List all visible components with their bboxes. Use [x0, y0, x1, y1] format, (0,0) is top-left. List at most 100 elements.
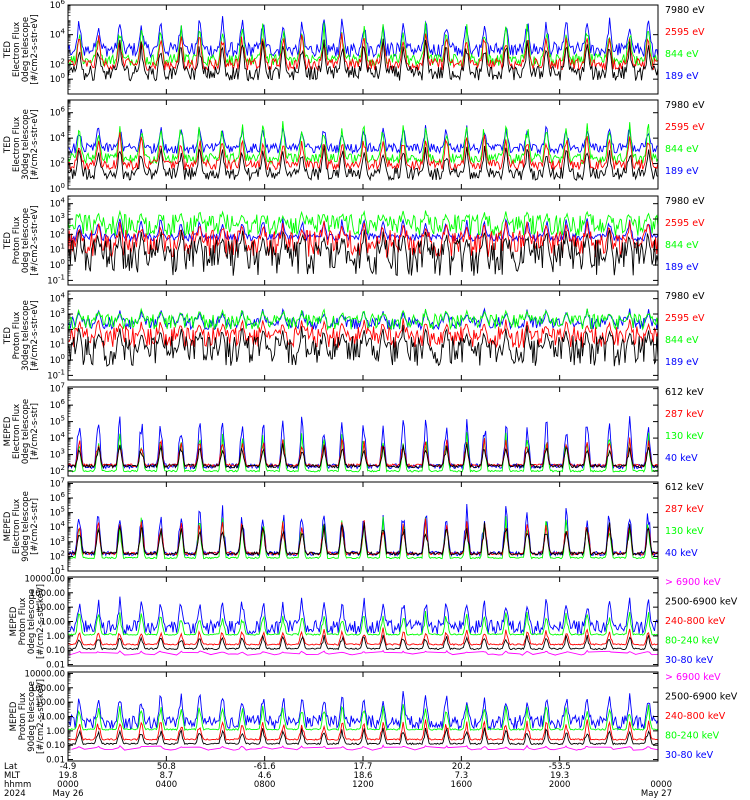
series-line-2500-6900-kev [67, 634, 659, 651]
legend-entry: 287 keV [665, 504, 704, 515]
legend-entry: 844 eV [665, 49, 699, 60]
y-axis-label: [#/cm2-s-str-keV] [36, 584, 46, 659]
y-axis-label: [#/cm2-s-str] [30, 498, 40, 555]
series-line-7980-ev [67, 145, 659, 182]
y-tick-label: 10.00 [41, 713, 65, 723]
series-line-189-ev [67, 16, 659, 59]
series-line-2595-ev [67, 220, 659, 259]
y-tick-label: 0.10 [46, 741, 65, 751]
x-row-label: Lat [4, 762, 18, 772]
y-tick-label: 0.01 [46, 756, 65, 766]
legend-entry: 7980 eV [665, 5, 705, 16]
y-tick-label: 101 [50, 243, 65, 256]
legend-entry: 189 eV [665, 262, 699, 273]
series-line-30-80-kev [67, 690, 659, 731]
panel-5: 102 103 104 105 106 107 MEPED Electron Flux 0deg… [3, 382, 704, 477]
legend-entry: 844 eV [665, 144, 699, 155]
legend-entry: 189 eV [665, 166, 699, 177]
y-tick-label: 10-1 [47, 368, 65, 381]
legend-entry: 2500-6900 keV [665, 692, 738, 703]
y-tick-label: 106 [50, 0, 66, 11]
legend-entry: 30-80 keV [665, 655, 714, 666]
legend-entry: > 6900 keV [665, 577, 721, 588]
y-tick-label: 102 [50, 157, 65, 170]
y-tick-label: 104 [50, 431, 66, 444]
series-line--6900-kev [71, 744, 659, 751]
y-tick-label: 10-1 [47, 273, 65, 286]
y-axis-label: Electron Flux [12, 404, 22, 459]
y-tick-label: 10000.00 [24, 669, 65, 679]
y-tick-label: 0.01 [46, 661, 65, 671]
y-tick-label: 102 [50, 464, 65, 477]
y-axis-label: [#/cm2-s-str-eV] [30, 14, 40, 84]
legend-entry: 130 keV [665, 431, 704, 442]
y-tick-label: 100 [50, 182, 65, 195]
x-row-label: hhmm [4, 780, 31, 790]
x-tick-label-lat: 17.7 [354, 762, 373, 772]
series-line-2595-ev [67, 132, 659, 172]
legend-entry: 80-240 keV [665, 731, 720, 742]
y-tick-label: 103 [50, 448, 65, 461]
legend-entry: 40 keV [665, 453, 698, 464]
legend-entry: 189 eV [665, 357, 699, 368]
x-row-label: 2024 [4, 789, 26, 799]
y-tick-label: 102 [50, 227, 65, 240]
series-line-844-ev [67, 121, 659, 166]
y-axis-label: Proton Flux [12, 312, 22, 360]
series-line-612-kev [67, 443, 659, 469]
y-tick-label: 104 [50, 28, 66, 41]
y-tick-label: 1000.00 [30, 589, 65, 599]
panel-8: 0.01 0.10 1.00 10.00 100.00 1000.00 10000.00 ME… [9, 669, 738, 765]
y-tick-label: 102 [50, 549, 65, 562]
y-tick-label: 0.10 [46, 646, 65, 656]
x-tick-label-lat: 20.2 [452, 762, 471, 772]
y-axis-label: [#/cm2-s-str-eV] [30, 300, 40, 370]
x-tick-label-hhmm: 1200 [352, 780, 374, 790]
series-line-80-240-kev [67, 610, 659, 636]
legend-entry: 7980 eV [665, 196, 705, 207]
series-line-7980-ev [67, 229, 659, 277]
series-line-189-ev [67, 218, 659, 243]
series-line-612-kev [67, 522, 659, 557]
y-axis-label: 30deg telescope [21, 109, 31, 180]
panel-2: 100 102 104 106 TED Electron Flux 30deg telesc… [3, 99, 705, 195]
x-tick-label-mlt: 19.8 [59, 771, 78, 781]
y-tick-label: 1.00 [46, 632, 65, 642]
x-tick-label-hhmm: 0000 [57, 780, 79, 790]
y-axis-label: 0deg telescope [21, 17, 31, 82]
y-axis-label: 0deg telescope [21, 399, 31, 464]
series-line-2595-ev [67, 33, 659, 72]
x-tick-label-mlt: 18.6 [354, 771, 373, 781]
y-tick-label: 103 [50, 535, 65, 548]
x-tick-label-hhmm: 0800 [254, 780, 276, 790]
panel-4: 10-1 100 101 102 103 104 TED Proton Flux 30deg t… [3, 290, 705, 381]
y-axis-label: TED [3, 135, 13, 154]
x-tick-label-mlt: 4.6 [258, 771, 272, 781]
x-tick-label-lat: -4.9 [60, 762, 77, 772]
legend-entry: 612 keV [665, 482, 704, 493]
y-tick-label: 103 [50, 307, 65, 320]
y-tick-label: 102 [50, 322, 65, 335]
y-axis-label: [#/cm2-s-str-keV] [36, 679, 46, 754]
legend-entry: 2500-6900 keV [665, 597, 738, 608]
legend-entry: 130 keV [665, 526, 704, 537]
y-tick-label: 100.00 [35, 603, 65, 613]
y-tick-label: 104 [50, 520, 66, 533]
y-tick-label: 100 [50, 353, 65, 366]
y-tick-label: 101 [50, 338, 65, 351]
x-tick-label-date: May 27 [641, 789, 672, 799]
panel-7: 0.01 0.10 1.00 10.00 100.00 1000.00 10000.00 ME… [9, 574, 738, 670]
x-tick-label-lat: 50.8 [157, 762, 176, 772]
series-line-2595-ev [67, 318, 659, 349]
series-line-240-800-kev [67, 719, 659, 741]
y-tick-label: 106 [50, 491, 66, 504]
y-axis-label: [#/cm2-s-str] [30, 403, 40, 460]
y-tick-label: 105 [50, 506, 65, 519]
legend-entry: > 6900 keV [665, 672, 721, 683]
y-axis-label: TED [3, 40, 13, 59]
series-line--6900-kev [69, 649, 659, 656]
y-axis-label: 0deg telescope [21, 208, 31, 273]
y-tick-label: 104 [50, 292, 66, 305]
